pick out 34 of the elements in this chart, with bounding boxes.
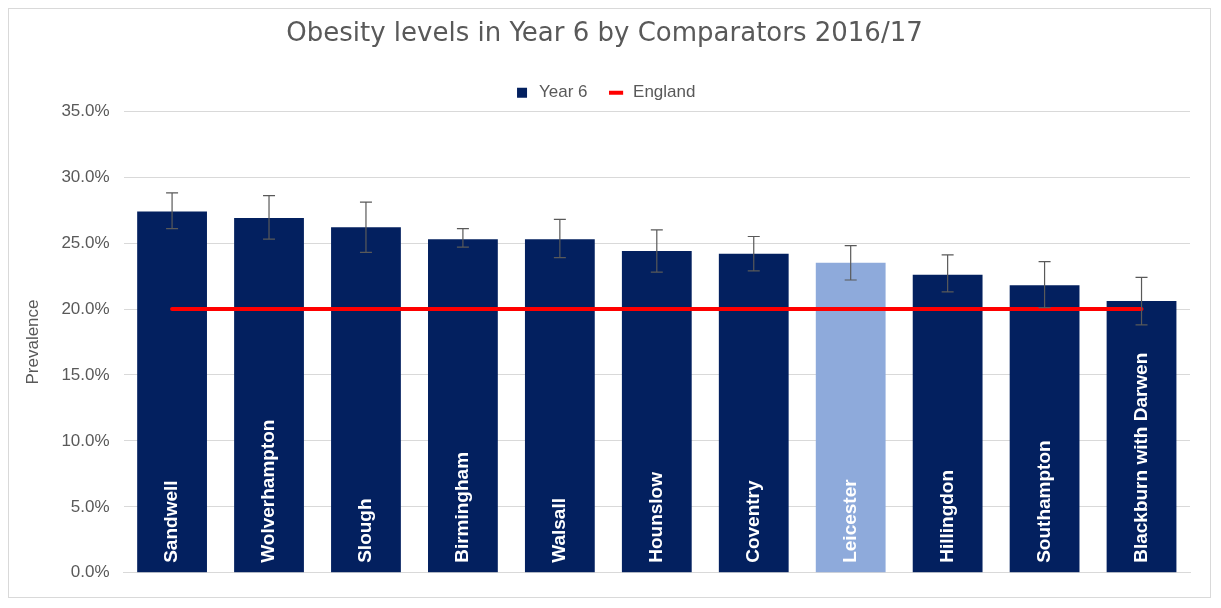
- bar: [621, 251, 692, 573]
- bar: [331, 227, 401, 573]
- bar: [524, 239, 595, 573]
- bar: [1009, 285, 1080, 573]
- bar: [137, 211, 207, 573]
- y-tick-label: 5.0%: [70, 496, 110, 516]
- bar: [428, 239, 498, 573]
- x-tick-label: Birmingham: [451, 451, 473, 563]
- bar: [234, 218, 304, 573]
- y-tick-label: 20.0%: [61, 298, 110, 318]
- bar: [1106, 301, 1177, 573]
- x-tick-label: Slough: [354, 498, 376, 563]
- y-tick-label: 35.0%: [61, 100, 110, 120]
- x-tick-label: Hillingdon: [935, 469, 957, 563]
- x-tick-label: Blackburn with Darwen: [1129, 352, 1151, 563]
- x-tick-label: Southampton: [1032, 440, 1054, 563]
- chart-title: Obesity levels in Year 6 by Comparators 2016/17: [286, 17, 923, 48]
- y-tick-label: 30.0%: [61, 166, 110, 186]
- bar: [912, 274, 983, 573]
- x-tick-label: Coventry: [741, 480, 763, 563]
- legend-label: England: [633, 82, 696, 102]
- y-axis-title: Prevalence: [22, 299, 42, 385]
- x-tick-label: Walsall: [548, 498, 570, 563]
- legend-label: Year 6: [539, 82, 588, 102]
- x-tick-label: Hounslow: [645, 471, 667, 563]
- x-tick-label: Sandwell: [160, 480, 182, 563]
- bar: [718, 253, 789, 573]
- y-tick-label: 15.0%: [61, 364, 110, 384]
- y-tick-label: 10.0%: [61, 430, 110, 450]
- y-tick-label: 0.0%: [70, 562, 110, 582]
- y-tick-label: 25.0%: [61, 232, 110, 252]
- bar: [815, 262, 886, 573]
- x-tick-label: Leicester: [838, 478, 860, 563]
- x-tick-label: Wolverhampton: [257, 419, 279, 563]
